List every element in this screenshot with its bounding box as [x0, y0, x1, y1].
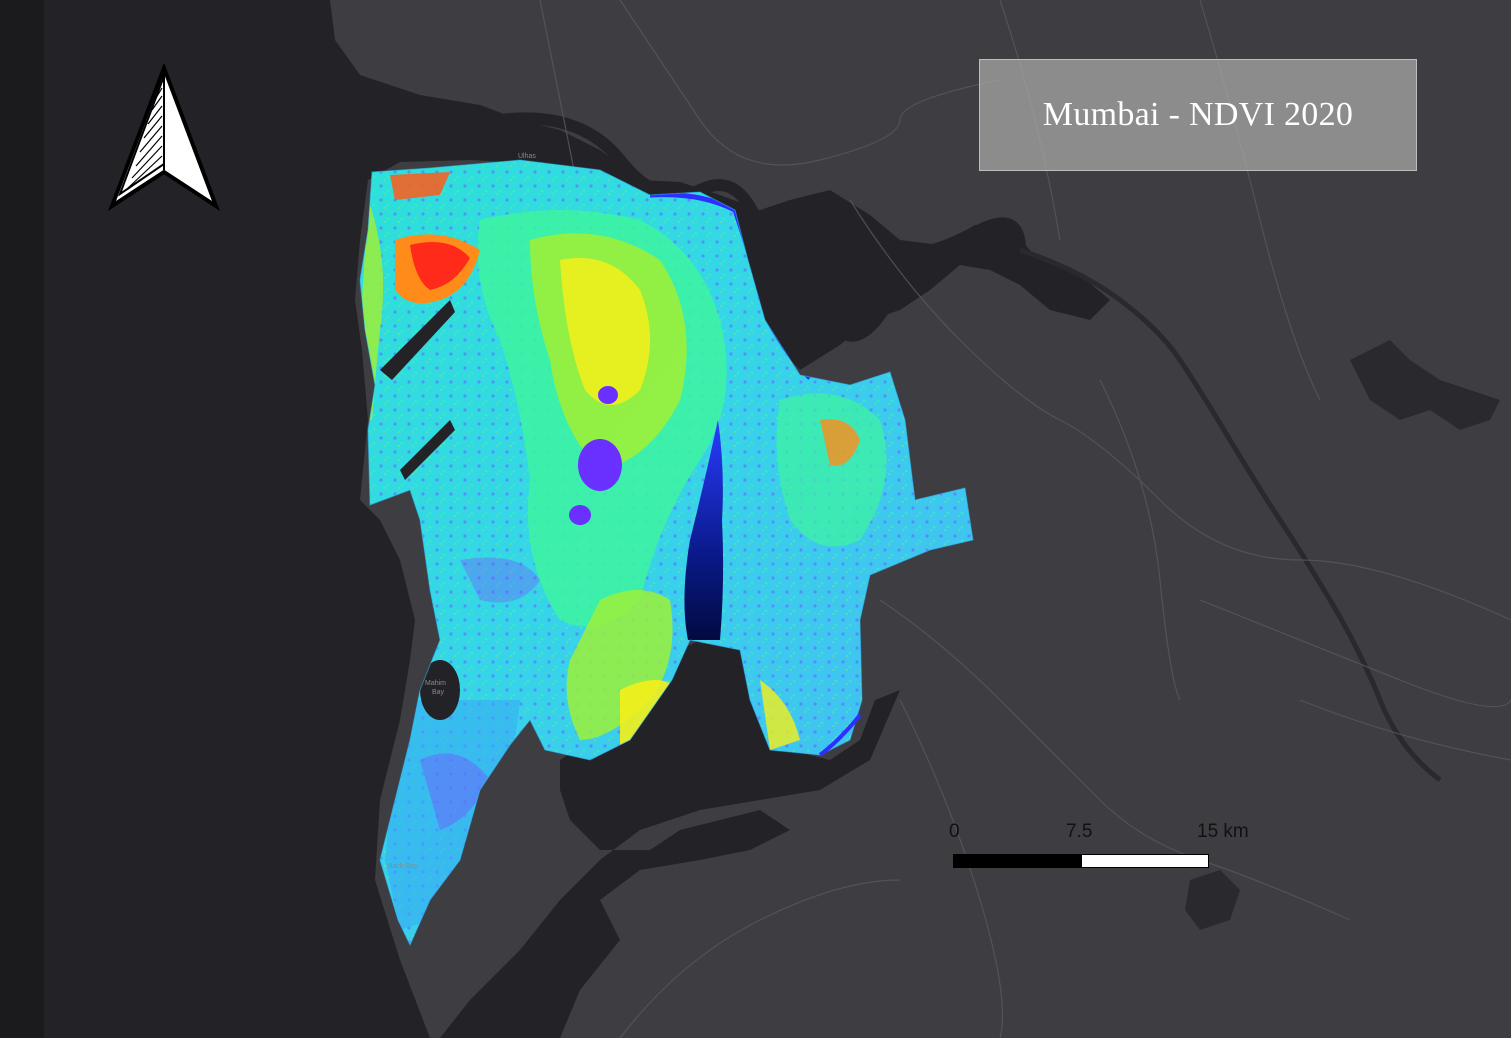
scale-label-0: 0: [949, 821, 960, 842]
scale-label-15-km: 15 km: [1197, 821, 1249, 842]
scale-segment-black: [953, 854, 1081, 868]
scale-bar: 0 7.5 15 km: [949, 818, 1263, 878]
place-label-mahim: Mahim: [425, 680, 446, 687]
reservoir-northeast: [1350, 340, 1500, 430]
map-title: Mumbai - NDVI 2020: [1042, 96, 1354, 133]
east-creek-edge: [818, 713, 862, 757]
reservoir-southeast: [1185, 870, 1240, 930]
place-label-ulhas: Ulhas: [518, 153, 536, 160]
thane-creek-bay: [440, 640, 900, 1038]
north-arrow-icon: [108, 64, 220, 212]
ulhas-river: [299, 112, 1026, 342]
road-network: [539, 0, 1511, 1038]
scale-label-7-5: 7.5: [1066, 821, 1093, 842]
place-label-mahim-bay: Bay: [432, 689, 445, 696]
map-title-box: Mumbai - NDVI 2020: [979, 59, 1417, 171]
left-margin: [0, 0, 44, 1038]
scale-segment-white: [1081, 854, 1209, 868]
river-east: [1019, 247, 1442, 782]
place-label-back-bay: Back Bay: [388, 863, 418, 870]
arabian-sea: [0, 0, 1110, 1038]
mumbai-boundary: [359, 159, 974, 947]
